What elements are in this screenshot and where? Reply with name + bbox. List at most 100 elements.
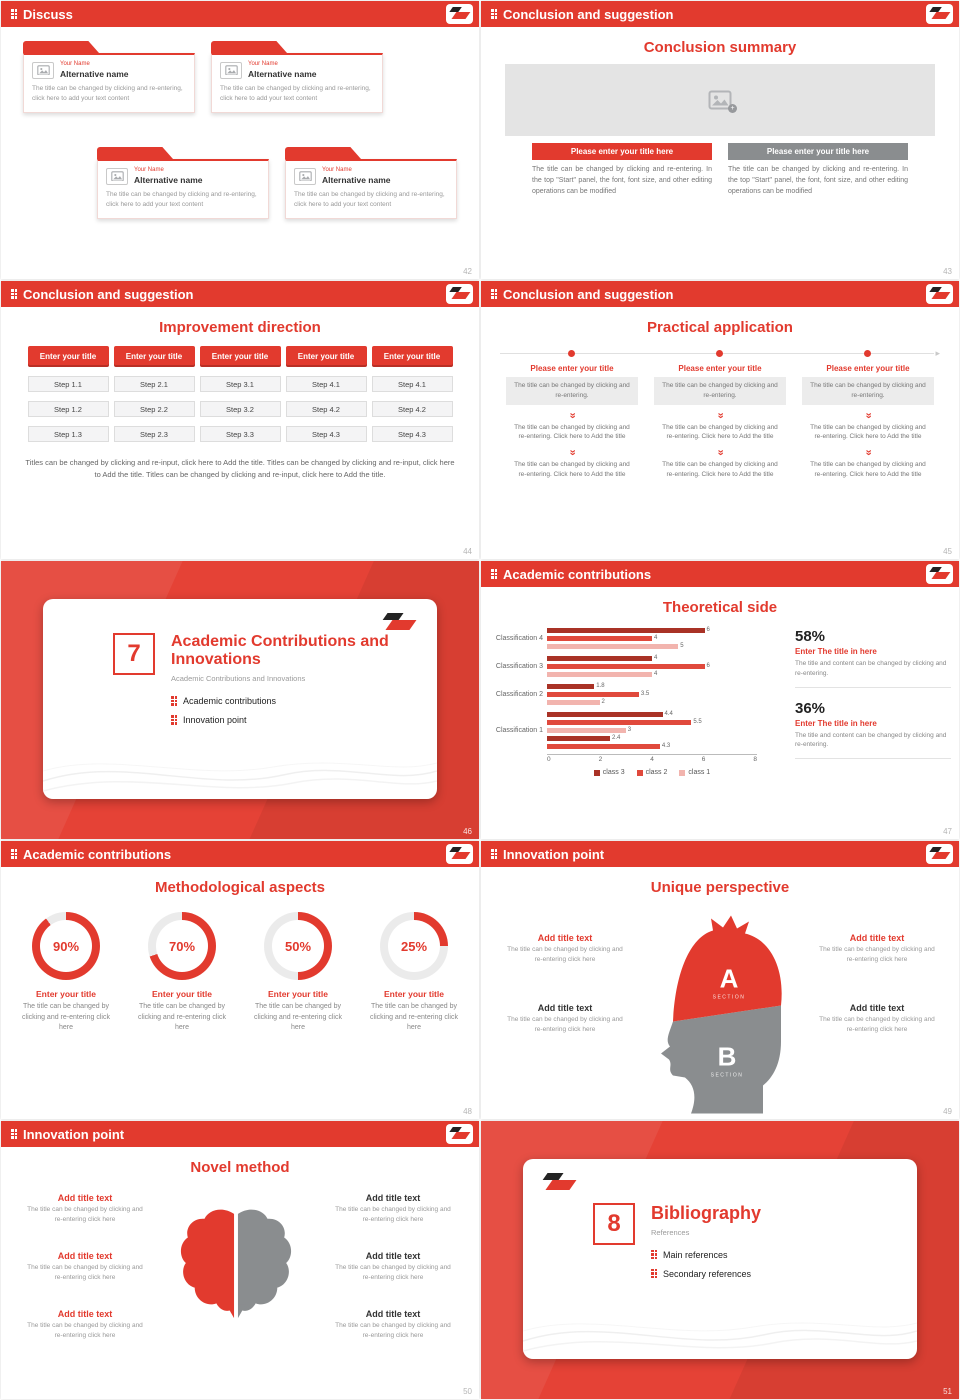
- chart-bar: [547, 663, 705, 669]
- grid-dots-icon: [171, 715, 177, 725]
- profile-card[interactable]: Your Name Alternative name The title can …: [23, 41, 195, 114]
- card-description: The title can be changed by clicking and…: [220, 85, 371, 103]
- profile-card[interactable]: Your Name Alternative name The title can …: [285, 147, 457, 220]
- bar-value-label: 4: [654, 671, 658, 677]
- column-title: Please enter your title: [530, 364, 614, 373]
- block-description: The title can be changed by clicking and…: [27, 1264, 143, 1281]
- step-box: Step 2.3: [113, 426, 195, 442]
- logo-chip: [926, 4, 953, 24]
- folder-tab: [23, 41, 99, 53]
- text-block[interactable]: Add title text The title can be changed …: [331, 1251, 455, 1283]
- page-number: 51: [943, 1387, 952, 1396]
- section-bullet[interactable]: Academic contributions: [171, 696, 411, 706]
- chart-bar: [547, 671, 652, 677]
- block-description: The title can be changed by clicking and…: [335, 1322, 451, 1339]
- timeline-dot: [568, 350, 575, 357]
- column-title-button[interactable]: Enter your title: [285, 346, 367, 367]
- donut-description: The title can be changed by clicking and…: [22, 1003, 110, 1031]
- footer-note: Titles can be changed by clicking and re…: [25, 458, 455, 479]
- text-block[interactable]: Add title text The title can be changed …: [23, 1193, 147, 1225]
- section-bullet[interactable]: Secondary references: [651, 1269, 761, 1279]
- section-number: 7: [113, 633, 155, 675]
- block-description: The title can be changed by clicking and…: [819, 1016, 935, 1033]
- bar-value-label: 3: [627, 727, 632, 733]
- slide-45-practical-application[interactable]: Conclusion and suggestion Practical appl…: [481, 281, 959, 559]
- body-text-right: The title can be changed by clicking and…: [728, 166, 908, 195]
- donut-title: Enter your title: [36, 989, 96, 999]
- folder-tab: [285, 147, 361, 159]
- chart-bar: [547, 627, 705, 633]
- slide-title: Conclusion summary: [643, 39, 797, 56]
- legend-label: class 1: [688, 769, 711, 776]
- text-block[interactable]: Add title text The title can be changed …: [815, 933, 939, 965]
- chevron-down-icon: »: [714, 449, 727, 456]
- slide-44-improvement-direction[interactable]: Conclusion and suggestion Improvement di…: [1, 281, 479, 559]
- donut-block: 90% Enter your title The title can be ch…: [20, 912, 112, 1034]
- slide-50-novel-method[interactable]: Innovation point Novel method Add title …: [1, 1121, 479, 1399]
- slide-header-bar: Academic contributions: [1, 841, 479, 867]
- slide-46-section-cover[interactable]: 7 Academic Contributions and Innovations…: [1, 561, 479, 839]
- legend-swatch: [679, 769, 686, 776]
- column-step-text: The title can be changed by clicking and…: [810, 461, 926, 478]
- profile-card[interactable]: Your Name Alternative name The title can …: [211, 41, 383, 114]
- text-block[interactable]: Add title text The title can be changed …: [23, 1309, 147, 1341]
- step-column: Enter your title Step 1.1 Step 1.2 Step …: [27, 346, 109, 442]
- chart-category-label: Classification 1: [495, 726, 543, 734]
- column-title-button[interactable]: Enter your title: [371, 346, 453, 367]
- bar-value-label: 4.4: [664, 711, 673, 717]
- timeline-column: Please enter your title The title can be…: [506, 364, 638, 480]
- bar-value-label: 5.5: [693, 719, 702, 725]
- column-title-button[interactable]: Enter your title: [27, 346, 109, 367]
- legend-label: class 2: [645, 769, 668, 776]
- cover-card: 7 Academic Contributions and Innovations…: [43, 599, 437, 799]
- slide-body: Conclusion summary + Please enter your t…: [481, 27, 959, 279]
- section-title: Bibliography: [651, 1203, 762, 1223]
- step-box: Step 3.3: [199, 426, 281, 442]
- slide-51-section-cover[interactable]: 8 Bibliography References Main reference…: [481, 1121, 959, 1399]
- stat-description: The title and content can be changed by …: [795, 731, 951, 759]
- image-placeholder[interactable]: +: [505, 64, 935, 136]
- text-block[interactable]: Add title text The title can be changed …: [331, 1309, 455, 1341]
- section-bullet[interactable]: Innovation point: [171, 715, 411, 725]
- stat-block: 58% Enter The title in here The title an…: [795, 628, 951, 688]
- stat-description: The title and content can be changed by …: [795, 659, 951, 688]
- text-block[interactable]: Add title text The title can be changed …: [331, 1193, 455, 1225]
- donut-chart: 90%: [32, 912, 100, 980]
- text-block[interactable]: Add title text The title can be changed …: [503, 1003, 627, 1035]
- grid-dots-icon: [11, 849, 17, 859]
- slide-47-theoretical-side[interactable]: Academic contributions Theoretical side …: [481, 561, 959, 839]
- text-block[interactable]: Add title text The title can be changed …: [815, 1003, 939, 1035]
- bar-value-label: 6: [706, 627, 710, 633]
- chart-bar: [547, 735, 610, 741]
- slide-43-conclusion-summary[interactable]: Conclusion and suggestion Conclusion sum…: [481, 1, 959, 279]
- profile-card[interactable]: Your Name Alternative name The title can …: [97, 147, 269, 220]
- title-button-left[interactable]: Please enter your title here: [532, 143, 712, 160]
- column-title-button[interactable]: Enter your title: [113, 346, 195, 367]
- slide-48-methodological-aspects[interactable]: Academic contributions Methodological as…: [1, 841, 479, 1119]
- slide-header-title: Innovation point: [23, 1126, 125, 1142]
- card-description: The title can be changed by clicking and…: [294, 191, 445, 209]
- column-box: The title can be changed by clicking and…: [654, 377, 786, 405]
- column-title-button[interactable]: Enter your title: [199, 346, 281, 367]
- bar-value-label: 5: [680, 643, 684, 649]
- page-number: 43: [943, 267, 952, 276]
- block-description: The title can be changed by clicking and…: [27, 1322, 143, 1339]
- block-description: The title can be changed by clicking and…: [27, 1206, 143, 1223]
- grid-dots-icon: [491, 569, 497, 579]
- step-box: Step 1.2: [27, 401, 109, 417]
- text-block[interactable]: Add title text The title can be changed …: [23, 1251, 147, 1283]
- chart-bar: [547, 683, 595, 689]
- page-number: 42: [463, 267, 472, 276]
- brain-left-shape: [180, 1209, 235, 1311]
- donut-description: The title can be changed by clicking and…: [138, 1003, 226, 1031]
- brain-right-shape: [237, 1209, 292, 1311]
- section-bullet[interactable]: Main references: [651, 1250, 761, 1260]
- column-box: The title can be changed by clicking and…: [506, 377, 638, 405]
- title-button-right[interactable]: Please enter your title here: [728, 143, 908, 160]
- step-box: Step 3.1: [199, 376, 281, 392]
- slide-42-discuss[interactable]: Discuss Your Name Alternative name The ti…: [1, 1, 479, 279]
- slide-49-unique-perspective[interactable]: Innovation point Unique perspective A SE…: [481, 841, 959, 1119]
- section-a-label: SECTION: [713, 995, 746, 1001]
- donut-percentage: 70%: [156, 920, 208, 972]
- text-block[interactable]: Add title text The title can be changed …: [503, 933, 627, 965]
